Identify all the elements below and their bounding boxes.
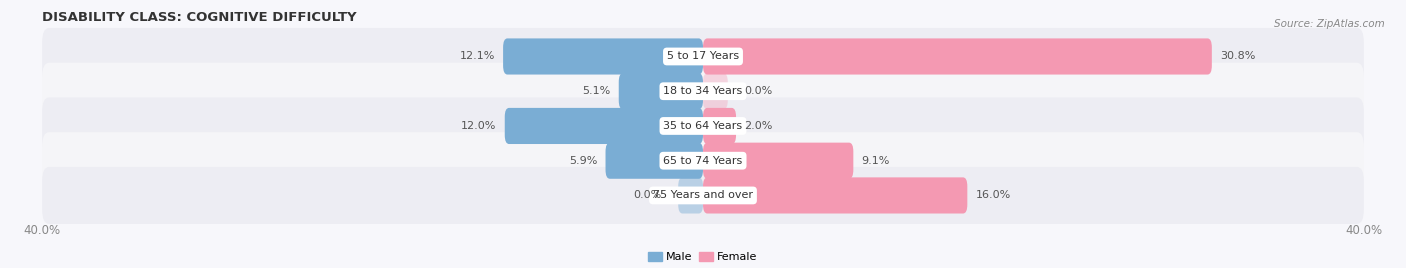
FancyBboxPatch shape — [703, 38, 1212, 75]
Text: Source: ZipAtlas.com: Source: ZipAtlas.com — [1274, 19, 1385, 29]
FancyBboxPatch shape — [678, 177, 703, 214]
FancyBboxPatch shape — [703, 73, 728, 109]
FancyBboxPatch shape — [619, 73, 703, 109]
Text: 30.8%: 30.8% — [1220, 51, 1256, 61]
FancyBboxPatch shape — [505, 108, 703, 144]
Text: DISABILITY CLASS: COGNITIVE DIFFICULTY: DISABILITY CLASS: COGNITIVE DIFFICULTY — [42, 11, 357, 24]
FancyBboxPatch shape — [42, 132, 1364, 189]
Text: 65 to 74 Years: 65 to 74 Years — [664, 156, 742, 166]
Text: 75 Years and over: 75 Years and over — [652, 191, 754, 200]
Legend: Male, Female: Male, Female — [644, 247, 762, 267]
FancyBboxPatch shape — [42, 28, 1364, 85]
FancyBboxPatch shape — [703, 108, 737, 144]
FancyBboxPatch shape — [42, 98, 1364, 154]
Text: 0.0%: 0.0% — [744, 86, 772, 96]
Text: 2.0%: 2.0% — [744, 121, 773, 131]
FancyBboxPatch shape — [703, 177, 967, 214]
FancyBboxPatch shape — [703, 143, 853, 179]
Text: 9.1%: 9.1% — [862, 156, 890, 166]
Text: 16.0%: 16.0% — [976, 191, 1011, 200]
Text: 12.0%: 12.0% — [461, 121, 496, 131]
FancyBboxPatch shape — [606, 143, 703, 179]
Text: 35 to 64 Years: 35 to 64 Years — [664, 121, 742, 131]
Text: 0.0%: 0.0% — [634, 191, 662, 200]
FancyBboxPatch shape — [503, 38, 703, 75]
FancyBboxPatch shape — [42, 167, 1364, 224]
Text: 12.1%: 12.1% — [460, 51, 495, 61]
Text: 5.1%: 5.1% — [582, 86, 610, 96]
Text: 18 to 34 Years: 18 to 34 Years — [664, 86, 742, 96]
Text: 5.9%: 5.9% — [569, 156, 598, 166]
FancyBboxPatch shape — [42, 63, 1364, 120]
Text: 5 to 17 Years: 5 to 17 Years — [666, 51, 740, 61]
